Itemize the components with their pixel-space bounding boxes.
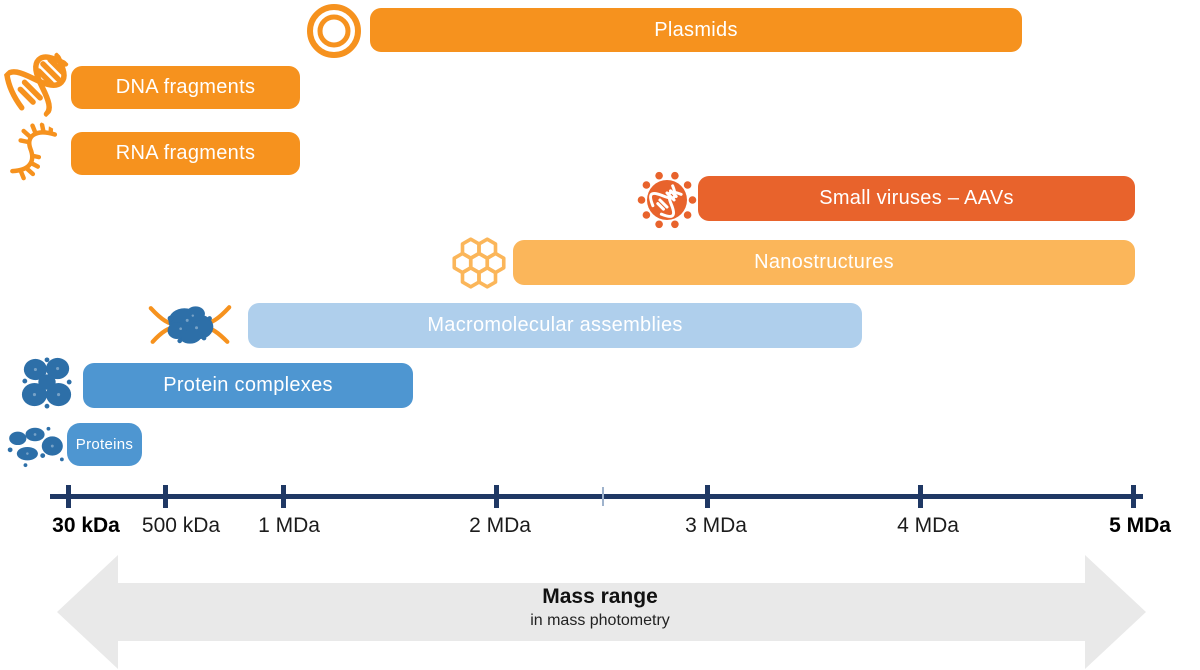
bar-label-dna-fragments: DNA fragments (115, 76, 256, 98)
bar-dna-fragments: DNA fragments (71, 66, 300, 109)
axis-tick-1mda (281, 485, 286, 508)
bar-protein-complexes: Protein complexes (83, 363, 413, 408)
bar-rna-fragments: RNA fragments (71, 132, 300, 175)
bar-label-nanostructures: Nanostructures (754, 251, 894, 273)
axis-tick-30kda (66, 485, 71, 508)
bar-plasmids: Plasmids (370, 8, 1022, 52)
bar-macromolecular-assemblies: Macromolecular assemblies (248, 303, 862, 348)
dna-icon (4, 48, 69, 123)
tick-label-1mda: 1 MDa (258, 514, 320, 537)
tick-label-5mda: 5 MDa (1109, 514, 1171, 537)
axis-tick-5mda (1131, 485, 1136, 508)
protein-complex-icon (18, 356, 76, 415)
axis-tick-2mda (494, 485, 499, 508)
bar-small-viruses: Small viruses – AAVs (698, 176, 1135, 221)
mass-axis (50, 494, 1143, 499)
tick-label-4mda: 4 MDa (897, 514, 959, 537)
axis-tick-3mda (705, 485, 710, 508)
bar-label-small-viruses: Small viruses – AAVs (819, 187, 1014, 209)
bar-nanostructures: Nanostructures (513, 240, 1135, 285)
bar-label-rna-fragments: RNA fragments (115, 142, 256, 164)
mass-range-title: Mass range (542, 585, 658, 608)
axis-tick-4mda (918, 485, 923, 508)
bar-proteins: Proteins (67, 423, 142, 466)
virus-icon (634, 167, 700, 238)
bar-label-macromolecular-assemblies: Macromolecular assemblies (427, 314, 683, 336)
axis-minor-tick (602, 487, 604, 506)
bar-label-proteins: Proteins (75, 436, 134, 453)
bar-label-protein-complexes: Protein complexes (163, 374, 333, 396)
bar-label-plasmids: Plasmids (654, 18, 738, 41)
tick-label-30kda: 30 kDa (52, 514, 120, 537)
nanostructure-icon (450, 234, 508, 297)
protein-icon (6, 423, 66, 474)
tick-label-2mda: 2 MDa (469, 514, 531, 537)
mass-range-subtitle: in mass photometry (530, 612, 670, 629)
tick-label-3mda: 3 MDa (685, 514, 747, 537)
plasmid-icon (306, 3, 362, 64)
assembly-icon (148, 295, 232, 360)
rna-icon (4, 122, 62, 189)
axis-tick-500kda (163, 485, 168, 508)
mass-range-arrow (57, 555, 1146, 669)
tick-label-500kda: 500 kDa (141, 514, 221, 537)
